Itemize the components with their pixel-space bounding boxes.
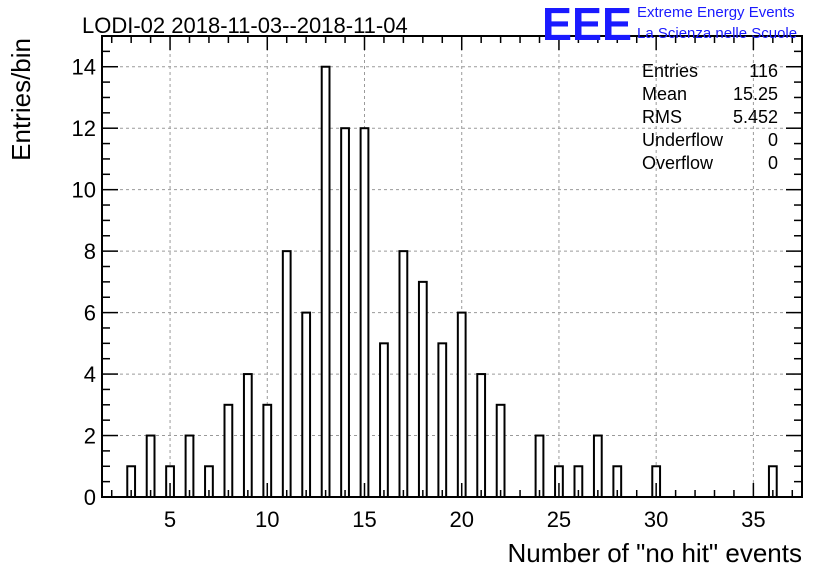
histogram-bar	[456, 311, 467, 498]
y-tick-label: 8	[84, 239, 96, 264]
stats-entries-value: 116	[749, 61, 778, 81]
histogram-bar	[495, 403, 506, 498]
y-tick-label: 12	[72, 116, 96, 141]
x-tick-label: 25	[547, 507, 571, 532]
plot-frame	[101, 35, 803, 498]
x-axis-label: Number of "no hit" events	[508, 538, 803, 568]
logo-line-2: La Scienza nelle Scuole	[637, 25, 797, 42]
histogram-bar	[340, 127, 350, 498]
x-tick-label: 35	[741, 507, 765, 532]
tick-labels: 5 10 15 20 25 30 35 0 2 4 6 8 10 12 14	[72, 55, 766, 532]
histogram-bars	[126, 65, 778, 499]
y-axis-label: Entries/bin	[6, 38, 36, 161]
chart-title: LODI-02 2018-11-03--2018-11-04	[82, 13, 408, 38]
histogram-bar	[417, 280, 428, 498]
stats-mean-value: 15.25	[733, 84, 778, 104]
x-tick-label: 5	[164, 507, 176, 532]
tick-marks	[102, 35, 802, 498]
y-tick-label: 4	[84, 362, 96, 387]
histogram-bar	[184, 434, 195, 498]
histogram-bar	[242, 373, 253, 499]
eee-logo: EEE Extreme Energy Events La Scienza nel…	[542, 0, 797, 50]
histogram-bar	[281, 250, 292, 498]
histogram-bar	[145, 434, 156, 498]
logo-line-1: Extreme Energy Events	[637, 4, 795, 21]
stats-overflow-label: Overflow	[642, 153, 714, 173]
axes	[101, 35, 803, 498]
stats-underflow-value: 0	[768, 130, 778, 150]
y-tick-label: 14	[72, 55, 96, 80]
x-tick-label: 10	[255, 507, 279, 532]
histogram-bar	[223, 403, 234, 498]
x-tick-label: 15	[352, 507, 376, 532]
x-tick-label: 20	[449, 507, 473, 532]
stats-mean-label: Mean	[642, 84, 687, 104]
histogram-bar	[592, 434, 603, 498]
histogram-bar	[359, 127, 370, 498]
x-tick-label: 30	[644, 507, 668, 532]
histogram-bar	[398, 250, 409, 498]
stats-entries-label: Entries	[642, 61, 698, 81]
y-tick-label: 10	[72, 178, 96, 203]
histogram-bar	[534, 434, 545, 498]
histogram-bar	[301, 311, 312, 498]
stats-rms-label: RMS	[642, 107, 682, 127]
stats-overflow-value: 0	[768, 153, 778, 173]
y-tick-label: 2	[84, 424, 96, 449]
stats-rms-value: 5.452	[733, 107, 778, 127]
histogram-bar	[379, 342, 389, 499]
histogram-bar	[476, 373, 487, 499]
histogram-bar	[437, 342, 448, 499]
y-tick-label: 0	[84, 485, 96, 510]
eee-logo-mark: EEE	[542, 0, 632, 50]
stats-underflow-label: Underflow	[642, 130, 724, 150]
stats-box: Entries 116 Mean 15.25 RMS 5.452 Underfl…	[642, 61, 778, 173]
histogram-bar	[320, 65, 331, 498]
y-tick-label: 6	[84, 301, 96, 326]
grid-lines	[102, 36, 802, 497]
